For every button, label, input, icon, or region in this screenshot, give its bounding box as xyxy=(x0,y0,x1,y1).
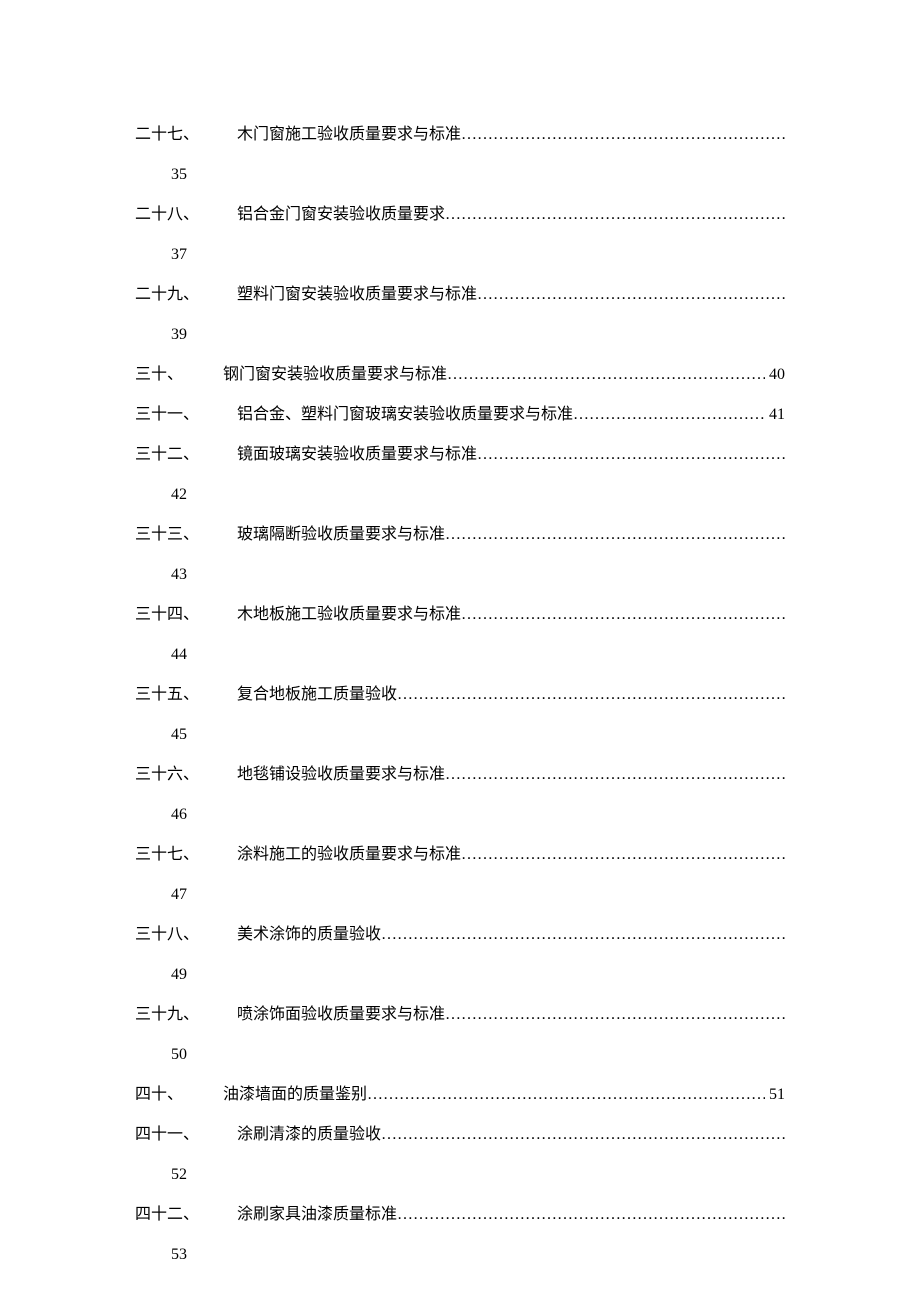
toc-entry-title: 铝合金、塑料门窗玻璃安装验收质量要求与标准 xyxy=(237,395,573,435)
toc-entry-label: 四十一、 xyxy=(135,1115,221,1155)
toc-line: 四十、油漆墙面的质量鉴别…………………………………………………………………………… xyxy=(135,1075,785,1115)
toc-entry-page: 35 xyxy=(135,155,785,195)
toc-entry-label: 三十七、 xyxy=(135,835,221,875)
toc-entry-page: 41 xyxy=(765,395,785,435)
toc-entry-label: 三十八、 xyxy=(135,915,221,955)
toc-line: 二十七、木门窗施工验收质量要求与标准…………………………………………………………… xyxy=(135,115,785,155)
toc-entry-title: 油漆墙面的质量鉴别 xyxy=(223,1075,367,1115)
toc-entry-label: 三十五、 xyxy=(135,675,221,715)
toc-line: 三十五、复合地板施工质量验收……………………………………………………………………… xyxy=(135,675,785,715)
toc-leader-dots: …………………………………………………………………………………………………………… xyxy=(367,1075,765,1115)
toc-entry-page: 43 xyxy=(135,555,785,595)
toc-entry: 三十六、地毯铺设验收质量要求与标准……………………………………………………………… xyxy=(135,755,785,835)
toc-entry: 二十七、木门窗施工验收质量要求与标准…………………………………………………………… xyxy=(135,115,785,195)
toc-leader-dots: …………………………………………………………………………………………………………… xyxy=(461,595,785,635)
toc-entry-page: 37 xyxy=(135,235,785,275)
toc-entry-title: 木地板施工验收质量要求与标准 xyxy=(237,595,461,635)
toc-line: 三十六、地毯铺设验收质量要求与标准……………………………………………………………… xyxy=(135,755,785,795)
toc-line: 三十一、铝合金、塑料门窗玻璃安装验收质量要求与标准………………………………………… xyxy=(135,395,785,435)
toc-entry-label: 三十四、 xyxy=(135,595,221,635)
toc-leader-dots: …………………………………………………………………………………………………………… xyxy=(397,675,785,715)
toc-entry: 三十三、玻璃隔断验收质量要求与标准……………………………………………………………… xyxy=(135,515,785,595)
toc-entry: 二十八、铝合金门窗安装验收质量要求……………………………………………………………… xyxy=(135,195,785,275)
toc-line: 三十九、喷涂饰面验收质量要求与标准……………………………………………………………… xyxy=(135,995,785,1035)
toc-entry-label: 三十二、 xyxy=(135,435,221,475)
toc-entry-title: 地毯铺设验收质量要求与标准 xyxy=(237,755,445,795)
toc-entry-title: 复合地板施工质量验收 xyxy=(237,675,397,715)
toc-line: 三十、钢门窗安装验收质量要求与标准……………………………………………………………… xyxy=(135,355,785,395)
toc-entry-label: 三十三、 xyxy=(135,515,221,555)
toc-entry-title: 塑料门窗安装验收质量要求与标准 xyxy=(237,275,477,315)
toc-leader-dots: …………………………………………………………………………………………………………… xyxy=(445,995,785,1035)
toc-entry: 二十九、塑料门窗安装验收质量要求与标准………………………………………………………… xyxy=(135,275,785,355)
toc-entry-label: 三十九、 xyxy=(135,995,221,1035)
toc-entry-title: 喷涂饰面验收质量要求与标准 xyxy=(237,995,445,1035)
toc-line: 四十一、涂刷清漆的质量验收………………………………………………………………………… xyxy=(135,1115,785,1155)
toc-entry-page: 42 xyxy=(135,475,785,515)
toc-line: 二十八、铝合金门窗安装验收质量要求……………………………………………………………… xyxy=(135,195,785,235)
toc-entry-label: 四十二、 xyxy=(135,1195,221,1235)
toc-entry-label: 二十八、 xyxy=(135,195,221,235)
toc-entry: 三十七、涂料施工的验收质量要求与标准…………………………………………………………… xyxy=(135,835,785,915)
toc-entry: 四十、油漆墙面的质量鉴别…………………………………………………………………………… xyxy=(135,1075,785,1115)
toc-entry-label: 二十九、 xyxy=(135,275,221,315)
toc-entry: 三十九、喷涂饰面验收质量要求与标准……………………………………………………………… xyxy=(135,995,785,1075)
toc-entry-title: 涂刷家具油漆质量标准 xyxy=(237,1195,397,1235)
toc-entry: 四十一、涂刷清漆的质量验收………………………………………………………………………… xyxy=(135,1115,785,1195)
toc-entry-page: 40 xyxy=(765,355,785,395)
toc-leader-dots: …………………………………………………………………………………………………………… xyxy=(461,835,785,875)
toc-leader-dots: …………………………………………………………………………………………………………… xyxy=(461,115,785,155)
toc-entry-page: 50 xyxy=(135,1035,785,1075)
toc-line: 四十二、涂刷家具油漆质量标准……………………………………………………………………… xyxy=(135,1195,785,1235)
toc-line: 三十三、玻璃隔断验收质量要求与标准……………………………………………………………… xyxy=(135,515,785,555)
toc-entry: 三十四、木地板施工验收质量要求与标准…………………………………………………………… xyxy=(135,595,785,675)
toc-entry-page: 47 xyxy=(135,875,785,915)
toc-leader-dots: …………………………………………………………………………………………………………… xyxy=(381,1115,785,1155)
toc-container: 二十七、木门窗施工验收质量要求与标准…………………………………………………………… xyxy=(135,115,785,1275)
toc-entry-title: 玻璃隔断验收质量要求与标准 xyxy=(237,515,445,555)
toc-entry: 四十二、涂刷家具油漆质量标准……………………………………………………………………… xyxy=(135,1195,785,1275)
toc-entry-page: 39 xyxy=(135,315,785,355)
toc-leader-dots: …………………………………………………………………………………………………………… xyxy=(445,515,785,555)
toc-entry-label: 二十七、 xyxy=(135,115,221,155)
toc-entry-page: 51 xyxy=(765,1075,785,1115)
toc-entry-title: 木门窗施工验收质量要求与标准 xyxy=(237,115,461,155)
toc-leader-dots: …………………………………………………………………………………………………………… xyxy=(447,355,765,395)
toc-entry-page: 49 xyxy=(135,955,785,995)
toc-leader-dots: …………………………………………………………………………………………………………… xyxy=(445,195,785,235)
toc-leader-dots: …………………………………………………………………………………………………………… xyxy=(397,1195,785,1235)
toc-line: 三十八、美术涂饰的质量验收………………………………………………………………………… xyxy=(135,915,785,955)
toc-entry-label: 三十六、 xyxy=(135,755,221,795)
toc-entry: 三十一、铝合金、塑料门窗玻璃安装验收质量要求与标准………………………………………… xyxy=(135,395,785,435)
toc-entry-page: 46 xyxy=(135,795,785,835)
toc-line: 二十九、塑料门窗安装验收质量要求与标准………………………………………………………… xyxy=(135,275,785,315)
toc-leader-dots: …………………………………………………………………………………………………………… xyxy=(477,435,785,475)
toc-entry-title: 美术涂饰的质量验收 xyxy=(237,915,381,955)
toc-leader-dots: …………………………………………………………………………………………………………… xyxy=(445,755,785,795)
toc-entry: 三十五、复合地板施工质量验收……………………………………………………………………… xyxy=(135,675,785,755)
toc-entry-title: 镜面玻璃安装验收质量要求与标准 xyxy=(237,435,477,475)
toc-entry-label: 三十、 xyxy=(135,355,207,395)
toc-line: 三十四、木地板施工验收质量要求与标准…………………………………………………………… xyxy=(135,595,785,635)
toc-entry: 三十、钢门窗安装验收质量要求与标准……………………………………………………………… xyxy=(135,355,785,395)
toc-leader-dots: …………………………………………………………………………………………………………… xyxy=(381,915,785,955)
toc-entry-label: 四十、 xyxy=(135,1075,207,1115)
toc-entry-title: 涂刷清漆的质量验收 xyxy=(237,1115,381,1155)
toc-entry: 三十八、美术涂饰的质量验收………………………………………………………………………… xyxy=(135,915,785,995)
toc-line: 三十二、镜面玻璃安装验收质量要求与标准………………………………………………………… xyxy=(135,435,785,475)
toc-entry-title: 涂料施工的验收质量要求与标准 xyxy=(237,835,461,875)
toc-entry-label: 三十一、 xyxy=(135,395,221,435)
toc-leader-dots: …………………………………………………………………………………………………………… xyxy=(477,275,785,315)
toc-line: 三十七、涂料施工的验收质量要求与标准…………………………………………………………… xyxy=(135,835,785,875)
toc-entry-page: 45 xyxy=(135,715,785,755)
toc-entry: 三十二、镜面玻璃安装验收质量要求与标准………………………………………………………… xyxy=(135,435,785,515)
toc-entry-page: 44 xyxy=(135,635,785,675)
toc-entry-title: 铝合金门窗安装验收质量要求 xyxy=(237,195,445,235)
toc-entry-title: 钢门窗安装验收质量要求与标准 xyxy=(223,355,447,395)
toc-entry-page: 53 xyxy=(135,1235,785,1275)
toc-entry-page: 52 xyxy=(135,1155,785,1195)
toc-leader-dots: …………………………………………………………………………………………………………… xyxy=(573,395,765,435)
